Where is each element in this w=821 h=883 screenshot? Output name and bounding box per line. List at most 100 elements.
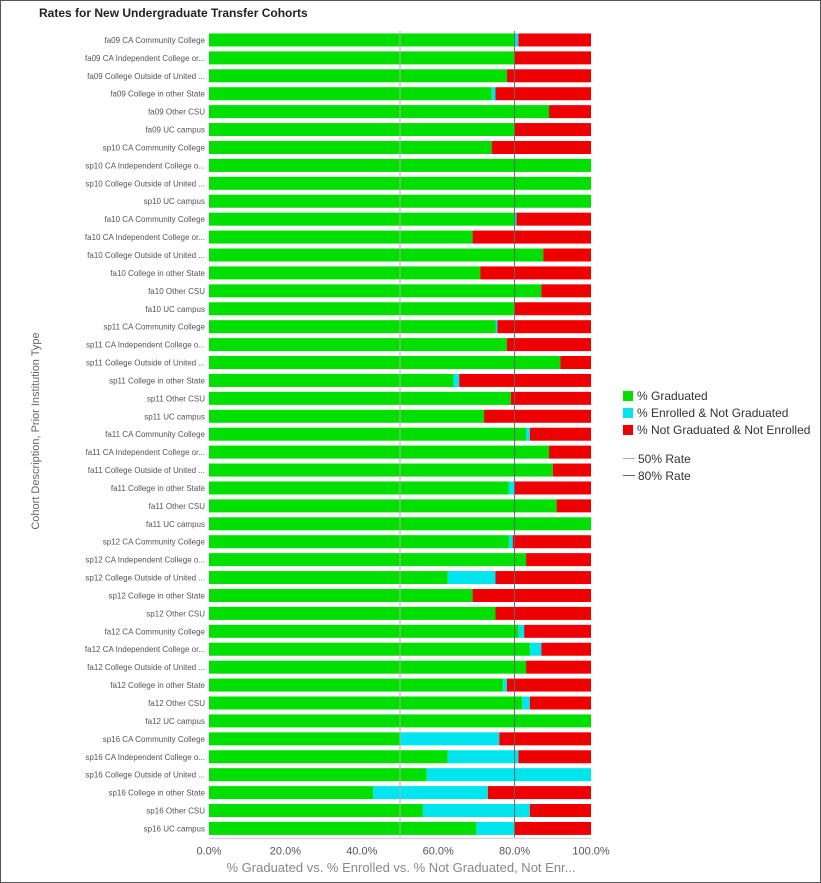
y-tick-label: sp12 CA Independent College o...: [85, 556, 205, 565]
bar-segment-3: [510, 391, 591, 405]
bar-segment-1: [209, 481, 509, 495]
legend-swatch: [623, 390, 633, 401]
y-tick-label: fa09 CA Independent College or...: [85, 54, 205, 63]
bar-segment-3: [514, 123, 591, 137]
bar-segment-3: [524, 624, 591, 638]
bar-segment-1: [209, 284, 542, 298]
legend-gap: [623, 438, 810, 450]
y-tick-label: fa09 College in other State: [110, 90, 205, 99]
y-tick-label: fa12 College Outside of United ...: [87, 663, 205, 672]
legend-swatch: [623, 424, 633, 435]
y-tick-label: fa12 Other CSU: [148, 699, 205, 708]
bar-segment-1: [209, 320, 496, 334]
bar-segment-2: [447, 750, 519, 764]
bar-segment-1: [209, 51, 515, 65]
legend-line: [623, 475, 635, 476]
y-tick-label: fa11 Other CSU: [149, 502, 206, 511]
bar-segment-3: [516, 212, 591, 226]
bar-segment-3: [472, 230, 591, 244]
bar-segment-3: [560, 356, 591, 370]
bar-segment-1: [209, 140, 492, 154]
bar-segment-2: [529, 642, 542, 656]
bar-segment-3: [512, 535, 591, 549]
bar-segment-2: [426, 768, 591, 782]
x-tick-label: 60.0%: [423, 845, 454, 857]
bar-segment-3: [518, 750, 591, 764]
bar-segment-3: [529, 696, 591, 710]
bar-segment-1: [209, 642, 530, 656]
y-tick-label: sp11 College in other State: [109, 376, 205, 385]
bar-segment-3: [548, 105, 591, 119]
y-tick-label: sp16 CA Community College: [103, 735, 206, 744]
x-tick-label: 0.0%: [196, 845, 221, 857]
legend-item-reference[interactable]: 80% Rate: [623, 467, 810, 484]
x-tick-label: 20.0%: [270, 845, 301, 857]
legend-swatch: [623, 407, 633, 418]
x-tick-label: 40.0%: [346, 845, 377, 857]
y-tick-label: fa11 College in other State: [111, 484, 206, 493]
bar-segment-1: [209, 356, 561, 370]
x-tick-label: 100.0%: [572, 845, 610, 857]
bar-segment-1: [209, 821, 477, 835]
y-tick-label: fa11 UC campus: [146, 520, 205, 529]
bar-segment-1: [209, 427, 527, 441]
y-tick-label: sp10 CA Community College: [103, 143, 206, 152]
y-tick-label: sp11 College Outside of United ...: [86, 359, 205, 368]
y-tick-label: sp10 CA Independent College o...: [85, 161, 205, 170]
legend-item[interactable]: % Enrolled & Not Graduated: [623, 404, 810, 421]
y-tick-label: fa12 UC campus: [145, 717, 205, 726]
y-tick-label: fa10 Other CSU: [148, 287, 205, 296]
legend-label: % Not Graduated & Not Enrolled: [637, 422, 811, 437]
bar-segment-2: [400, 732, 500, 746]
bar-segment-2: [503, 678, 507, 692]
bar-segment-3: [506, 338, 591, 352]
y-tick-label: fa10 UC campus: [145, 305, 205, 314]
bar-segment-1: [209, 69, 507, 83]
bar-segment-3: [514, 51, 591, 65]
bar-segment-2: [373, 786, 488, 800]
bar-segment-2: [514, 33, 519, 47]
bar-segment-3: [487, 786, 591, 800]
bar-segment-2: [491, 87, 496, 101]
bar-segment-3: [506, 69, 591, 83]
bar-segment-1: [209, 391, 511, 405]
y-tick-label: fa11 College Outside of United ...: [88, 466, 205, 475]
y-tick-label: sp12 CA Community College: [103, 538, 206, 547]
y-tick-label: fa11 CA Independent College or...: [86, 448, 206, 457]
bar-segment-1: [209, 588, 473, 602]
legend-item[interactable]: % Graduated: [623, 387, 810, 404]
bar-segment-2: [522, 696, 530, 710]
legend-label: 80% Rate: [638, 468, 691, 483]
bar-segment-3: [480, 266, 591, 280]
bar-segment-1: [209, 338, 507, 352]
bar-segment-1: [209, 786, 374, 800]
y-tick-label: fa09 CA Community College: [105, 36, 206, 45]
bar-segment-1: [209, 535, 509, 549]
bar-segment-1: [209, 678, 504, 692]
bar-segment-2: [518, 624, 525, 638]
bar-segment-2: [508, 481, 515, 495]
bar-segment-3: [514, 302, 591, 316]
bar-segment-1: [209, 445, 549, 459]
x-axis-label: % Graduated vs. % Enrolled vs. % Not Gra…: [226, 860, 576, 875]
legend-item-reference[interactable]: 50% Rate: [623, 450, 810, 467]
legend-item[interactable]: % Not Graduated & Not Enrolled: [623, 421, 810, 438]
bar-segment-3: [548, 445, 591, 459]
bar-segment-2: [476, 821, 515, 835]
bar-segment-3: [499, 732, 591, 746]
bar-segment-1: [209, 571, 448, 585]
y-tick-label: sp11 Other CSU: [147, 394, 205, 403]
bar-segment-3: [495, 571, 591, 585]
bar-segment-2: [453, 373, 460, 387]
y-tick-label: fa10 College in other State: [110, 269, 205, 278]
bar-segment-3: [529, 427, 591, 441]
bar-segment-1: [209, 302, 515, 316]
bar-segment-1: [209, 768, 427, 782]
bar-segment-3: [543, 248, 591, 262]
bar-segment-1: [209, 660, 527, 674]
y-tick-label: fa09 UC campus: [145, 126, 205, 135]
bar-segment-1: [209, 266, 481, 280]
bar-segment-3: [552, 463, 591, 477]
bar-segment-3: [556, 499, 591, 513]
